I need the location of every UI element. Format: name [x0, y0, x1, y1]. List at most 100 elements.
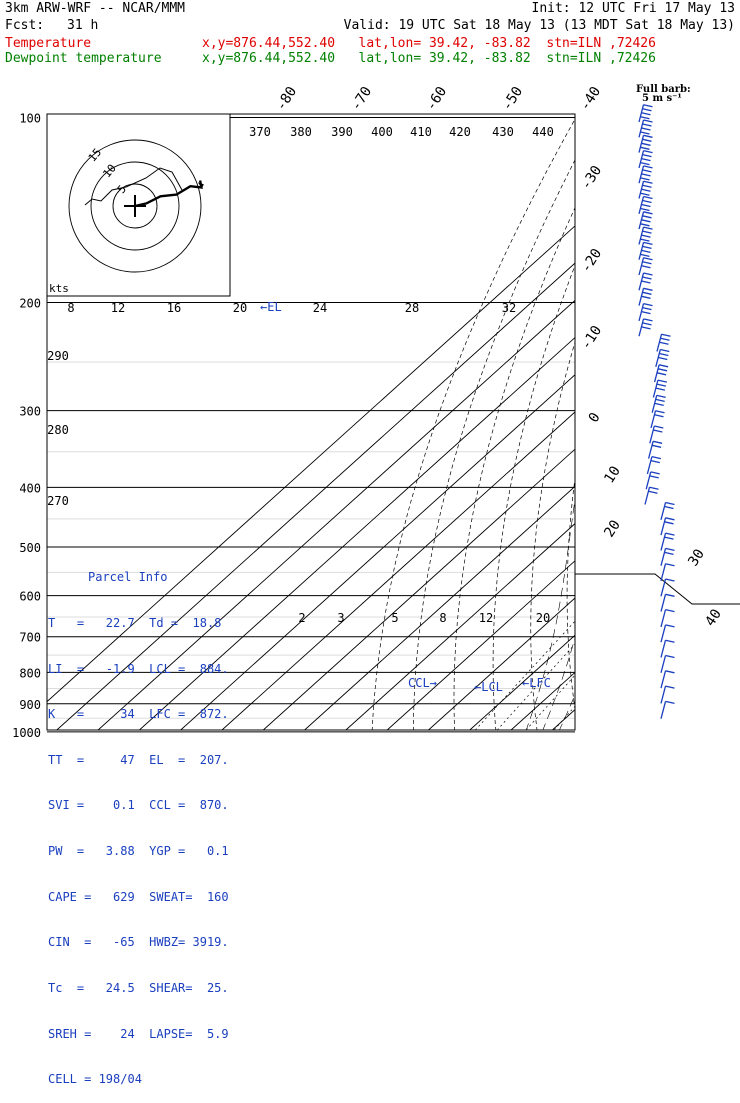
isotherm-line — [263, 114, 740, 730]
parcel-row: CAPE = 629 SWEAT= 160 — [48, 890, 228, 905]
wind-barb-flag — [644, 304, 653, 306]
el-marker: ←EL — [260, 300, 282, 314]
wind-barb-flag — [642, 266, 651, 268]
wind-barb-flag — [642, 250, 651, 252]
pressure-label: 800 — [19, 666, 41, 680]
moist-adiabat-line — [641, 303, 740, 732]
wind-barb-staff — [661, 503, 666, 520]
wind-barb-flag — [644, 319, 653, 321]
wind-barb-flag — [644, 273, 653, 275]
theta-label: 380 — [290, 125, 312, 139]
wind-barb-flag — [644, 212, 653, 214]
wind-barb-flag — [643, 155, 652, 157]
mixing-ratio-label: 8 — [67, 301, 74, 315]
wind-barb-staff — [646, 472, 651, 489]
mixing-ratio-label: 5 — [391, 611, 398, 625]
pressure-label: 300 — [19, 405, 41, 419]
dry-adiabat-line — [669, 118, 740, 741]
isotherm-line — [181, 114, 740, 730]
wind-barb-flag — [642, 205, 651, 207]
wind-barb-flag — [643, 292, 652, 294]
wind-barb-staff — [661, 548, 666, 565]
wind-barb-staff — [661, 610, 666, 627]
theta-e-label: 280 — [47, 423, 69, 437]
theta-e-label: 270 — [47, 494, 69, 508]
isotherm-line — [676, 114, 740, 730]
wind-barb-flag — [644, 120, 653, 122]
isotherm-label: -50 — [499, 84, 526, 114]
parcel-row: K = 34 LFC = 872. — [48, 707, 228, 722]
wind-barb-flag — [643, 185, 652, 187]
wind-barb-flag — [644, 227, 653, 229]
wind-barb-flag — [662, 334, 671, 336]
wind-barb-flag — [641, 224, 650, 226]
theta-label: 420 — [449, 125, 471, 139]
isotherm-label: -40 — [577, 84, 604, 114]
dry-adiabat-line — [413, 118, 597, 741]
wind-barb-flag — [655, 403, 664, 405]
mixing-ratio-label: 12 — [111, 301, 125, 315]
wind-barb-flag — [660, 350, 669, 352]
parcel-row: PW = 3.88 YGP = 0.1 — [48, 844, 228, 859]
theta-label: 430 — [492, 125, 514, 139]
wind-barb-flag — [658, 380, 667, 382]
moist-adiabat-line — [625, 303, 740, 732]
parcel-row: SVI = 0.1 CCL = 870. — [48, 798, 228, 813]
dry-adiabat-line — [454, 118, 619, 741]
isotherm-label: -10 — [578, 323, 605, 353]
mixing-ratio-label: 3 — [337, 611, 344, 625]
wind-barb-flag — [642, 312, 651, 314]
wind-barb-flag — [653, 441, 662, 443]
isotherm-label: -80 — [273, 84, 300, 114]
wind-barb-flag — [642, 235, 651, 237]
wind-barb-flag — [642, 159, 651, 161]
pressure-label: 100 — [19, 112, 41, 126]
wind-barb-staff — [661, 625, 666, 642]
moist-adiabat-line — [575, 303, 698, 732]
wind-barb-flag — [641, 132, 650, 134]
dry-adiabat-line — [531, 118, 662, 741]
mixing-ratio-line — [567, 596, 697, 740]
wind-barb-flag — [643, 201, 652, 203]
pressure-label: 900 — [19, 698, 41, 712]
wind-barb-flag — [642, 189, 651, 191]
wind-barb-staff — [661, 701, 666, 718]
wind-barb-flag — [666, 548, 675, 550]
wind-barb-flag — [644, 181, 653, 183]
wind-barb-flag — [642, 220, 651, 222]
mixing-ratio-label: 20 — [233, 301, 247, 315]
wind-barb-flag — [644, 135, 653, 137]
hodograph-units-label: kts — [49, 282, 69, 295]
wind-barb-flag — [643, 231, 652, 233]
parcel-info-title: Parcel Info — [48, 570, 228, 585]
wind-barb-flag — [641, 117, 650, 119]
dry-adiabat-line — [567, 118, 683, 741]
wind-barb-flag — [644, 166, 653, 168]
wind-barb-staff — [661, 579, 666, 596]
wind-barb-flag — [641, 239, 650, 241]
wind-barb-flag — [651, 461, 660, 463]
pressure-label: 400 — [19, 481, 41, 495]
wind-barb-flag — [656, 411, 665, 413]
wind-barb-flag — [650, 487, 659, 489]
wind-barb-flag — [659, 354, 668, 356]
wind-barb-flag — [641, 193, 650, 195]
wind-barb-flag — [649, 491, 658, 493]
isotherm-label: 20 — [601, 517, 624, 540]
isotherm-line — [470, 114, 740, 730]
parcel-row: T = 22.7 Td = 18.8 — [48, 616, 228, 631]
wind-barb-flag — [666, 503, 675, 505]
wind-barb-flag — [665, 552, 674, 554]
wind-barb-staff — [661, 686, 666, 703]
wind-barb-flag — [642, 113, 651, 115]
parcel-info-panel: Parcel Info T = 22.7 Td = 18.8 LI = -1.9… — [48, 540, 228, 1103]
wind-barb-flag — [643, 262, 652, 264]
wind-barb-flag — [654, 426, 663, 428]
wind-barb-flag — [643, 170, 652, 172]
wind-barb-flag — [665, 507, 674, 509]
pressure-label: 1000 — [12, 726, 41, 740]
isotherm-line — [718, 114, 740, 730]
wind-barb-flag — [642, 281, 651, 283]
theta-label: 440 — [532, 125, 554, 139]
